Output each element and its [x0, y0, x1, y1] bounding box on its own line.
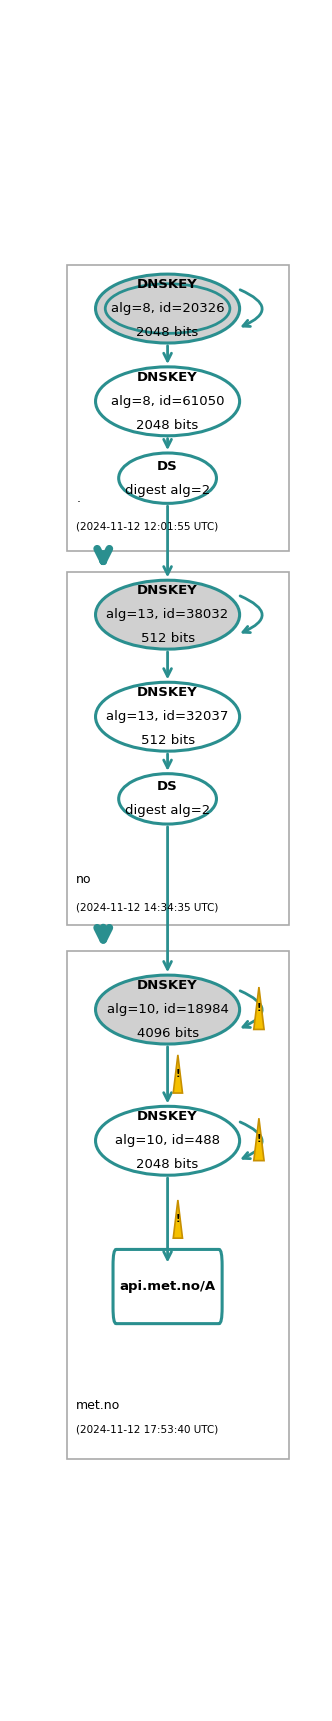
Text: digest alg=2: digest alg=2: [125, 804, 210, 817]
Text: !: !: [257, 1003, 261, 1014]
FancyBboxPatch shape: [67, 265, 289, 551]
FancyBboxPatch shape: [67, 573, 289, 924]
Ellipse shape: [96, 274, 240, 342]
Ellipse shape: [105, 284, 230, 334]
Text: (2024-11-12 14:34:35 UTC): (2024-11-12 14:34:35 UTC): [76, 904, 218, 912]
Ellipse shape: [96, 682, 240, 750]
Text: met.no: met.no: [76, 1399, 121, 1413]
Text: DNSKEY: DNSKEY: [137, 279, 198, 291]
Polygon shape: [173, 1055, 183, 1093]
Text: DS: DS: [157, 780, 178, 793]
Text: 2048 bits: 2048 bits: [136, 1158, 199, 1170]
Text: 2048 bits: 2048 bits: [136, 325, 199, 339]
Text: alg=8, id=61050: alg=8, id=61050: [111, 394, 224, 408]
Text: DNSKEY: DNSKEY: [137, 979, 198, 993]
Text: DNSKEY: DNSKEY: [137, 1110, 198, 1124]
Text: alg=10, id=488: alg=10, id=488: [115, 1134, 220, 1148]
Ellipse shape: [96, 580, 240, 649]
Text: 512 bits: 512 bits: [140, 735, 195, 747]
Text: 4096 bits: 4096 bits: [136, 1027, 199, 1039]
Ellipse shape: [96, 367, 240, 435]
Ellipse shape: [96, 1107, 240, 1175]
Text: (2024-11-12 12:01:55 UTC): (2024-11-12 12:01:55 UTC): [76, 521, 218, 532]
FancyBboxPatch shape: [67, 952, 289, 1459]
Text: alg=8, id=20326: alg=8, id=20326: [111, 303, 224, 315]
Text: DS: DS: [157, 460, 178, 473]
Ellipse shape: [119, 453, 216, 503]
Text: no: no: [76, 873, 92, 886]
Text: DNSKEY: DNSKEY: [137, 585, 198, 597]
Polygon shape: [254, 1119, 264, 1160]
Text: (2024-11-12 17:53:40 UTC): (2024-11-12 17:53:40 UTC): [76, 1425, 218, 1435]
Text: 512 bits: 512 bits: [140, 632, 195, 645]
Text: digest alg=2: digest alg=2: [125, 484, 210, 497]
Text: alg=10, id=18984: alg=10, id=18984: [107, 1003, 228, 1015]
Text: api.met.no/A: api.met.no/A: [120, 1280, 216, 1292]
Polygon shape: [254, 988, 264, 1029]
Polygon shape: [173, 1200, 183, 1237]
Text: alg=13, id=38032: alg=13, id=38032: [107, 608, 229, 621]
Text: !: !: [257, 1134, 261, 1144]
Text: !: !: [176, 1213, 180, 1224]
Text: .: .: [76, 492, 80, 504]
Ellipse shape: [96, 976, 240, 1045]
Text: DNSKEY: DNSKEY: [137, 687, 198, 699]
Text: alg=13, id=32037: alg=13, id=32037: [106, 711, 229, 723]
FancyBboxPatch shape: [113, 1249, 222, 1323]
Text: !: !: [176, 1069, 180, 1079]
Text: DNSKEY: DNSKEY: [137, 372, 198, 384]
Text: 2048 bits: 2048 bits: [136, 418, 199, 432]
Ellipse shape: [119, 774, 216, 824]
